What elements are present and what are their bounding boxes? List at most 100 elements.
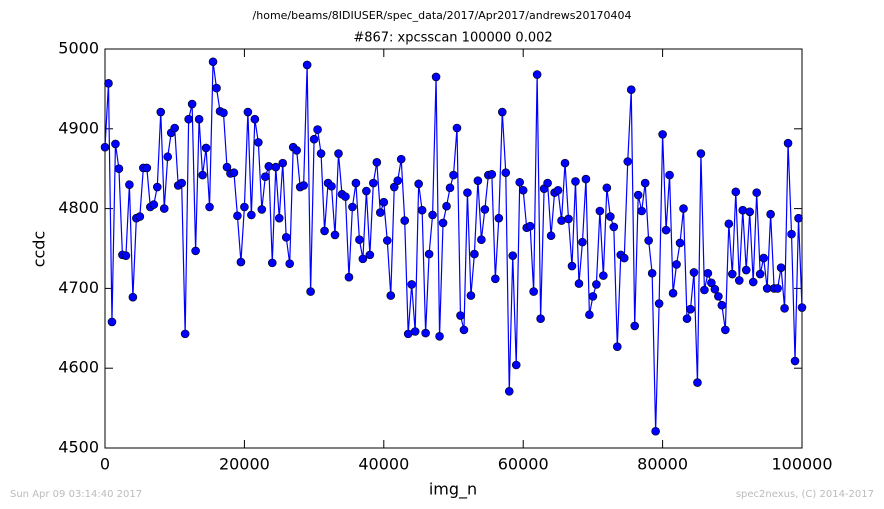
data-point [491, 274, 500, 284]
data-point [261, 172, 270, 181]
data-point [438, 218, 448, 228]
data-point [152, 182, 162, 192]
data-point [309, 134, 319, 144]
data-point [400, 216, 410, 225]
data-point [689, 268, 699, 277]
data-point [466, 291, 476, 300]
data-point [585, 310, 594, 320]
data-point [267, 258, 277, 268]
data-point [442, 201, 451, 211]
data-point [759, 253, 768, 263]
data-point [776, 263, 786, 272]
data-point [766, 209, 775, 219]
data-point [658, 130, 667, 139]
y-tick-label: 4900 [58, 118, 99, 137]
data-point [727, 269, 737, 279]
data-point [316, 149, 326, 158]
data-point [180, 329, 190, 339]
data-point [306, 287, 315, 296]
data-point [511, 360, 521, 370]
data-point [745, 207, 755, 217]
data-point [449, 170, 458, 180]
data-point [703, 268, 713, 278]
data-point [508, 251, 518, 260]
data-point [553, 185, 563, 195]
data-point [177, 178, 186, 188]
x-axis-label: img_n [429, 480, 477, 500]
footer-credit: spec2nexus, (C) 2014-2017 [736, 489, 874, 500]
data-point [672, 260, 681, 269]
footer-date: Sun Apr 09 03:14:40 2017 [10, 489, 142, 500]
data-point [675, 238, 685, 248]
data-point [159, 204, 169, 213]
data-point [379, 197, 389, 207]
data-point [602, 183, 612, 193]
chart-subtitle: #867: xpcsscan 100000 0.002 [353, 31, 552, 46]
data-point [111, 139, 120, 149]
data-point [435, 331, 444, 341]
data-point [386, 291, 396, 300]
data-point [393, 176, 403, 185]
data-point [560, 158, 570, 168]
data-point [219, 108, 228, 118]
x-tick-label: 60000 [498, 455, 549, 474]
data-point [504, 387, 514, 396]
data-point [529, 287, 538, 296]
data-point [515, 177, 525, 187]
data-point [619, 253, 629, 263]
data-point [344, 272, 354, 282]
data-point [351, 178, 361, 188]
data-point [156, 107, 166, 117]
data-point [229, 168, 239, 177]
y-tick-label: 4700 [58, 278, 99, 297]
data-point [431, 72, 441, 82]
y-tick-label: 5000 [58, 39, 99, 58]
data-point [714, 292, 723, 301]
data-point [651, 426, 660, 436]
data-point [327, 181, 336, 191]
data-point [362, 186, 371, 196]
data-point [633, 190, 643, 200]
data-point [721, 325, 730, 335]
data-point [212, 83, 221, 93]
data-point [790, 356, 800, 366]
data-point [191, 246, 200, 256]
data-point [654, 299, 664, 308]
data-point [240, 202, 249, 212]
data-point [571, 177, 580, 186]
data-point [536, 314, 545, 324]
data-point [731, 187, 741, 197]
data-point [107, 317, 117, 327]
data-point [128, 292, 138, 302]
data-point [592, 280, 601, 289]
data-point [665, 170, 674, 180]
data-point [250, 114, 260, 124]
data-point [254, 138, 263, 147]
data-point [281, 233, 291, 242]
data-point [748, 277, 758, 287]
plot-frame [104, 48, 803, 449]
data-point [487, 169, 497, 179]
data-point [302, 60, 312, 70]
data-point [773, 284, 782, 293]
data-point [320, 226, 329, 236]
data-point [463, 188, 472, 197]
data-point [187, 99, 197, 109]
data-point [700, 285, 709, 295]
data-point [407, 280, 416, 289]
data-point [518, 185, 528, 195]
data-point [501, 168, 511, 177]
x-tick-label: 100000 [771, 455, 832, 474]
data-point [424, 249, 434, 259]
data-point [477, 235, 486, 245]
data-point [285, 259, 295, 268]
data-point [100, 142, 110, 152]
data-point [194, 114, 204, 124]
data-point [741, 265, 751, 275]
data-point [456, 311, 465, 320]
data-point [135, 212, 145, 221]
y-tick-label: 4600 [58, 358, 99, 377]
data-point [668, 288, 678, 298]
data-point [149, 200, 159, 209]
